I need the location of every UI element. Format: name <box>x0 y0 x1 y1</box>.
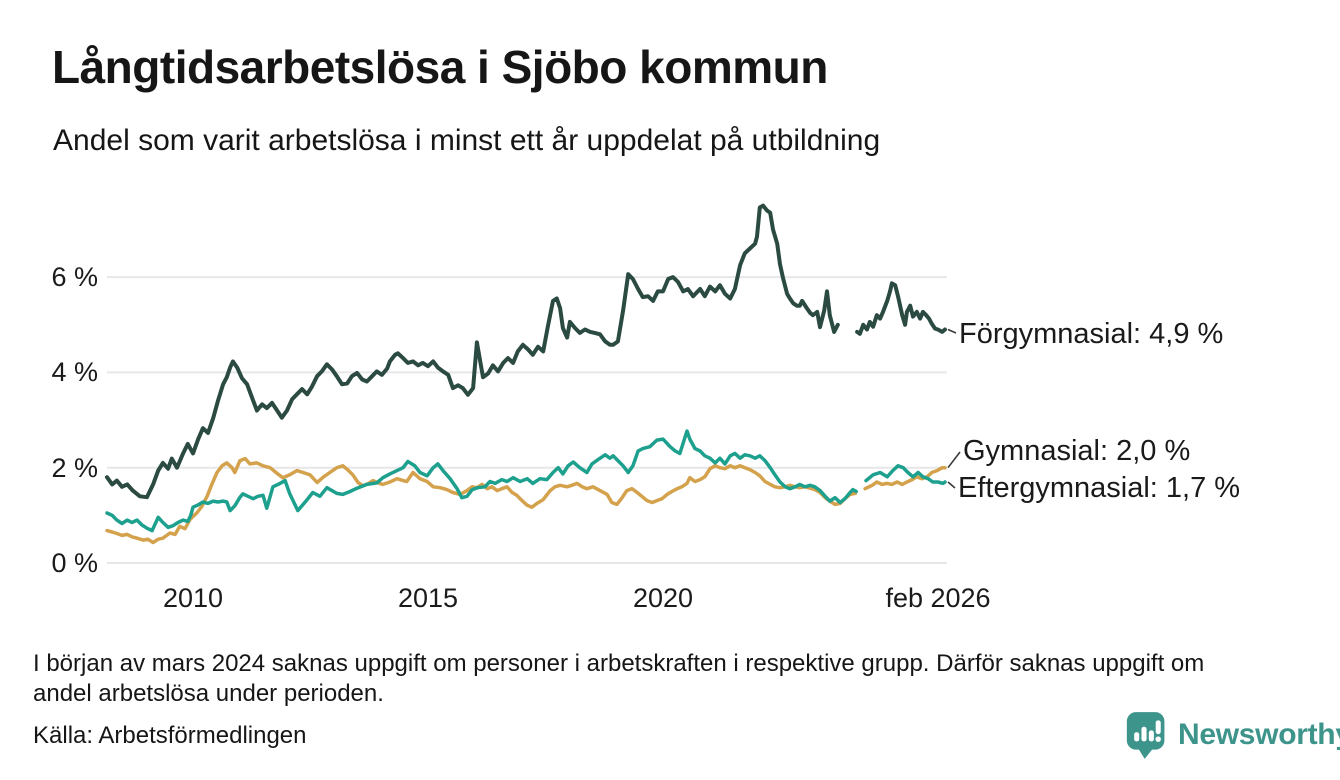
x-axis-tick-label: 2010 <box>162 583 224 613</box>
footnote-line-2: andel arbetslösa under perioden. <box>33 680 384 707</box>
footnote-line-1: I början av mars 2024 saknas uppgift om … <box>33 650 1205 677</box>
newsworthy-icon <box>1126 712 1165 759</box>
y-axis-tick-label: 0 % <box>51 548 98 578</box>
series-label-eftergymnasial: Eftergymnasial: 1,7 % <box>958 472 1241 504</box>
label-leader-line <box>947 481 956 489</box>
series-line-gymnasial <box>105 456 947 545</box>
y-axis-tick-label: 4 % <box>51 357 98 388</box>
y-axis-tick-label: 2 % <box>51 452 98 483</box>
footnote: I början av mars 2024 saknas uppgift om … <box>33 649 1295 709</box>
x-axis-tick-label: 2015 <box>397 583 459 613</box>
y-axis-tick-label: 6 % <box>51 262 98 293</box>
series-line-eftergymnasial <box>105 429 947 533</box>
series-label-gymnasial: Gymnasial: 2,0 % <box>963 435 1191 467</box>
x-axis-tick-label: feb 2026 <box>885 583 991 613</box>
label-leader-line <box>947 451 961 469</box>
newsworthy-wordmark: Newsworthy <box>1178 718 1340 751</box>
label-leader-line <box>947 328 957 334</box>
page-subtitle: Andel som varit arbetslösa i minst ett å… <box>53 124 881 157</box>
newsworthy-logo[interactable]: Newsworthy <box>1125 710 1340 760</box>
series-label-forgymnasial: Förgymnasial: 4,9 % <box>959 318 1224 350</box>
series-line-förgymnasial <box>105 203 947 500</box>
page-title: Långtidsarbetslösa i Sjöbo kommun <box>52 41 828 93</box>
x-axis-tick-label: 2020 <box>632 583 694 613</box>
source-label: Källa: Arbetsförmedlingen <box>33 722 307 749</box>
